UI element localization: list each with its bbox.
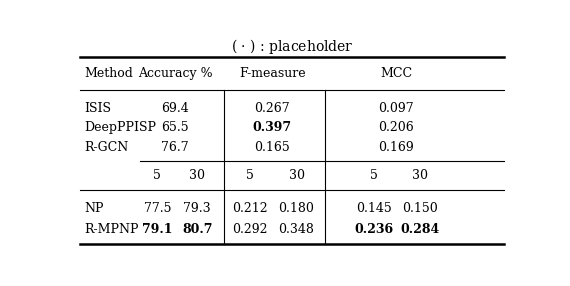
Text: 0.150: 0.150 [402, 202, 438, 215]
Text: 0.267: 0.267 [254, 102, 290, 115]
Text: 30: 30 [288, 169, 304, 182]
Text: 80.7: 80.7 [182, 223, 213, 236]
Text: R-MPNP: R-MPNP [84, 223, 139, 236]
Text: 0.397: 0.397 [253, 122, 292, 134]
Text: 77.5: 77.5 [144, 202, 171, 215]
Text: 0.165: 0.165 [254, 141, 290, 154]
Text: ISIS: ISIS [84, 102, 112, 115]
Text: 0.206: 0.206 [378, 122, 414, 134]
Text: 0.284: 0.284 [401, 223, 440, 236]
Text: Accuracy %: Accuracy % [138, 67, 213, 80]
Text: F-measure: F-measure [239, 67, 306, 80]
Text: 0.236: 0.236 [355, 223, 393, 236]
Text: MCC: MCC [380, 67, 412, 80]
Text: 0.097: 0.097 [378, 102, 414, 115]
Text: ( $\cdot$ ) : placeholder: ( $\cdot$ ) : placeholder [231, 37, 353, 56]
Text: 69.4: 69.4 [161, 102, 189, 115]
Text: R-GCN: R-GCN [84, 141, 129, 154]
Text: 65.5: 65.5 [161, 122, 189, 134]
Text: 79.1: 79.1 [142, 223, 173, 236]
Text: DeepPPISP: DeepPPISP [84, 122, 157, 134]
Text: 0.145: 0.145 [356, 202, 392, 215]
Text: 76.7: 76.7 [161, 141, 189, 154]
Text: 5: 5 [153, 169, 161, 182]
Text: NP: NP [84, 202, 104, 215]
Text: Method: Method [84, 67, 133, 80]
Text: 0.292: 0.292 [233, 223, 268, 236]
Text: 0.348: 0.348 [279, 223, 315, 236]
Text: 0.180: 0.180 [279, 202, 315, 215]
Text: 5: 5 [370, 169, 378, 182]
Text: 0.169: 0.169 [378, 141, 414, 154]
Text: 0.212: 0.212 [233, 202, 268, 215]
Text: 5: 5 [246, 169, 254, 182]
Text: 79.3: 79.3 [184, 202, 211, 215]
Text: 30: 30 [189, 169, 205, 182]
Text: 30: 30 [412, 169, 428, 182]
